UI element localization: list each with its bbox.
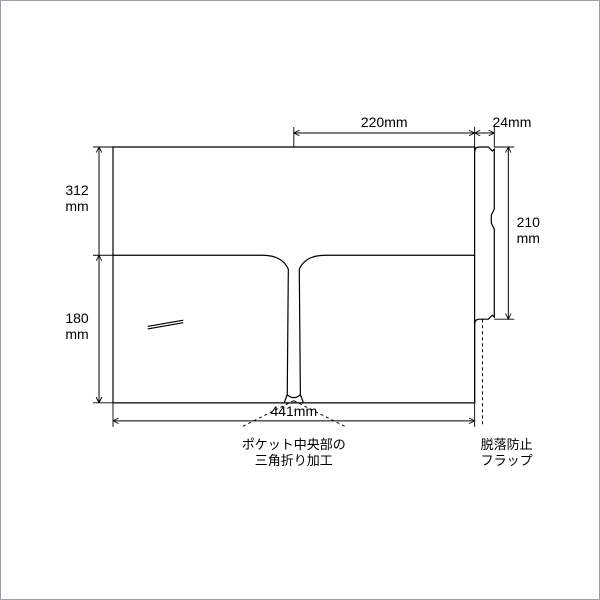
dim-312: 312	[65, 182, 89, 198]
annotations: ポケット中央部の三角折り加工 脱落防止フラップ	[242, 319, 533, 468]
folder-drawing	[113, 147, 494, 403]
dim-210-unit: mm	[517, 230, 540, 246]
dim-441mm: 441mm	[270, 403, 317, 419]
annotation-flap-2: フラップ	[481, 453, 533, 468]
dimension-labels: 220mm24mm441mm312mm180mm210mm	[65, 114, 540, 419]
annotation-center-fold: ポケット中央部の	[242, 437, 346, 452]
annotation-center-fold-2: 三角折り加工	[255, 453, 333, 468]
annotation-flap: 脱落防止	[481, 437, 533, 452]
dimension-lines	[93, 127, 514, 427]
dimension-diagram: 220mm24mm441mm312mm180mm210mm ポケット中央部の三角…	[0, 0, 600, 600]
folder-outline	[113, 147, 494, 403]
dim-210: 210	[517, 214, 541, 230]
dim-180-unit: mm	[65, 326, 88, 342]
dim-312-unit: mm	[65, 198, 88, 214]
dim-180: 180	[65, 310, 89, 326]
dim-24mm: 24mm	[492, 114, 531, 130]
dim-220mm: 220mm	[361, 114, 408, 130]
